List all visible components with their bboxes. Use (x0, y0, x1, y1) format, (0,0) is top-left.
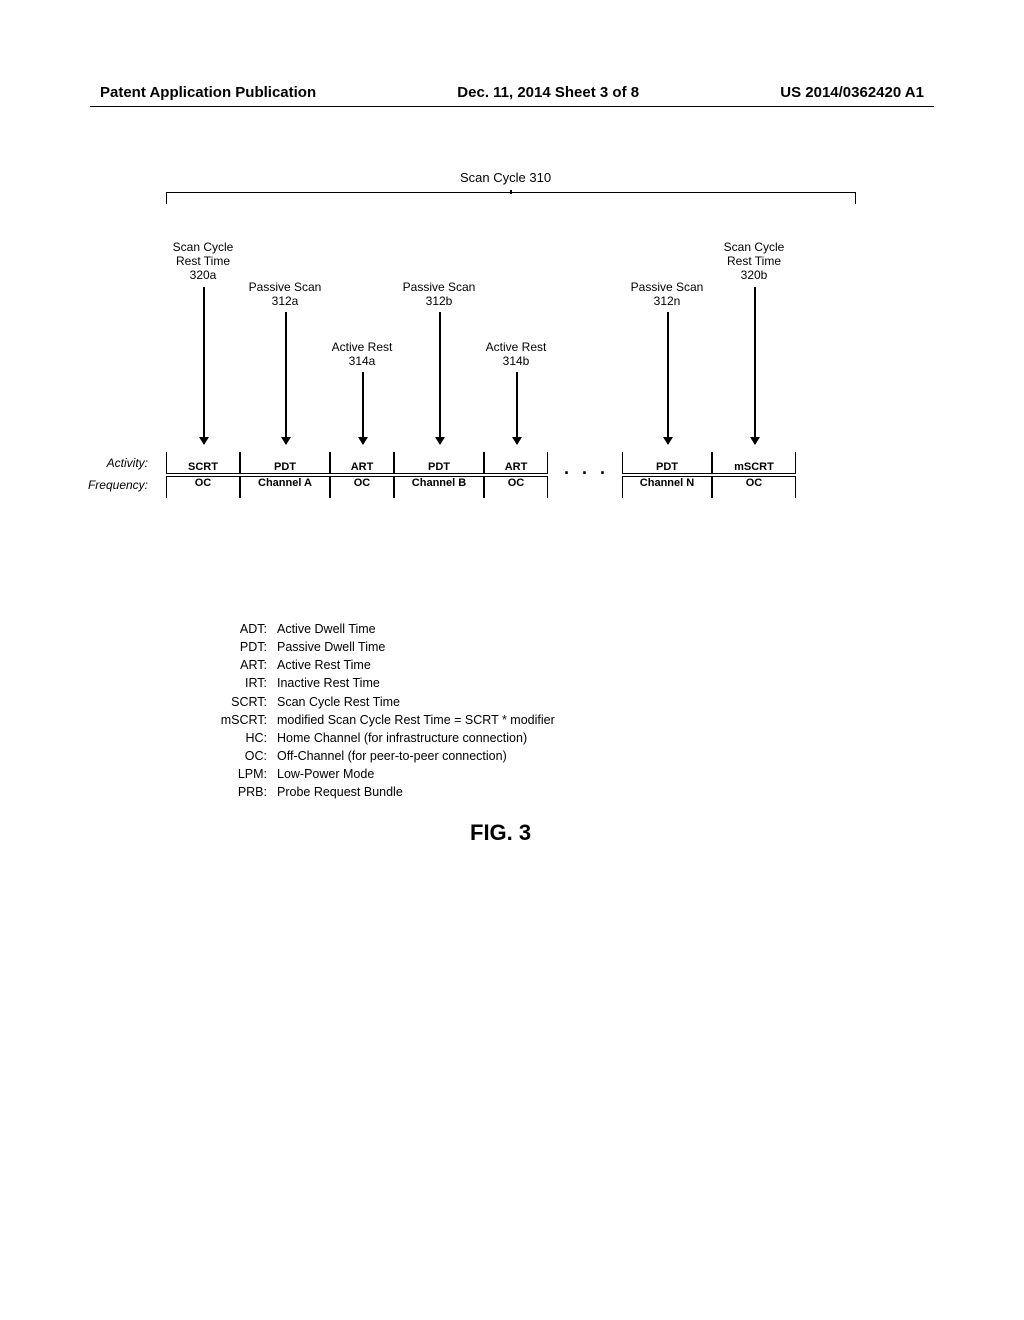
legend-key: HC: (205, 729, 267, 747)
legend-row: OC: Off-Channel (for peer-to-peer connect… (205, 747, 555, 765)
legend-value: modified Scan Cycle Rest Time = SCRT * m… (277, 711, 555, 729)
legend-key: PRB: (205, 783, 267, 801)
legend-value: Off-Channel (for peer-to-peer connection… (277, 747, 507, 765)
legend-key: IRT: (205, 674, 267, 692)
diagram-title: Scan Cycle 310 (460, 170, 551, 185)
activity-segment: PDT (622, 452, 712, 474)
activity-segment: PDT (240, 452, 330, 474)
segment-annotation: Active Rest314a (312, 340, 412, 368)
segment-annotation: Passive Scan312b (389, 280, 489, 308)
legend-value: Active Rest Time (277, 656, 371, 674)
activity-segment: ART (484, 452, 548, 474)
annotation-arrow (285, 312, 287, 444)
legend-row: PRB: Probe Request Bundle (205, 783, 555, 801)
frequency-segment: Channel A (240, 476, 330, 498)
legend: ADT: Active Dwell Time PDT: Passive Dwell T… (205, 620, 555, 801)
annotation-arrow (516, 372, 518, 444)
segment-annotation: Passive Scan312a (235, 280, 335, 308)
bracket-tick (510, 190, 512, 194)
figure-label: FIG. 3 (470, 820, 531, 846)
annotation-arrow (203, 287, 205, 444)
legend-row: SCRT: Scan Cycle Rest Time (205, 693, 555, 711)
activity-label: Activity: (68, 456, 148, 470)
legend-row: ART: Active Rest Time (205, 656, 555, 674)
activity-segment: SCRT (166, 452, 240, 474)
legend-value: Inactive Rest Time (277, 674, 380, 692)
legend-value: Low-Power Mode (277, 765, 374, 783)
scan-cycle-diagram: Scan Cycle 310 Activity: Frequency: SCRT… (120, 180, 920, 580)
frequency-label: Frequency: (68, 478, 148, 492)
legend-row: PDT: Passive Dwell Time (205, 638, 555, 656)
legend-row: IRT: Inactive Rest Time (205, 674, 555, 692)
legend-key: ADT: (205, 620, 267, 638)
frequency-segment: OC (712, 476, 796, 498)
frequency-segment: Channel N (622, 476, 712, 498)
annotation-arrow (754, 287, 756, 444)
legend-value: Scan Cycle Rest Time (277, 693, 400, 711)
header-left: Patent Application Publication (100, 84, 316, 101)
annotation-arrow (362, 372, 364, 444)
legend-value: Home Channel (for infrastructure connect… (277, 729, 527, 747)
frequency-segment: Channel B (394, 476, 484, 498)
legend-row: LPM: Low-Power Mode (205, 765, 555, 783)
segment-annotation: Passive Scan312n (617, 280, 717, 308)
ellipsis: . . . (564, 458, 609, 479)
legend-row: ADT: Active Dwell Time (205, 620, 555, 638)
legend-value: Probe Request Bundle (277, 783, 403, 801)
annotation-arrow (439, 312, 441, 444)
legend-value: Passive Dwell Time (277, 638, 385, 656)
segment-annotation: Scan CycleRest Time320a (153, 240, 253, 282)
header-center: Dec. 11, 2014 Sheet 3 of 8 (457, 84, 639, 101)
legend-key: PDT: (205, 638, 267, 656)
segment-annotation: Active Rest314b (466, 340, 566, 368)
header-rule (90, 106, 934, 107)
frequency-segment: OC (330, 476, 394, 498)
legend-key: ART: (205, 656, 267, 674)
activity-segment: PDT (394, 452, 484, 474)
frequency-segment: OC (484, 476, 548, 498)
axis-labels: Activity: Frequency: (68, 456, 148, 492)
legend-key: mSCRT: (205, 711, 267, 729)
annotation-arrow (667, 312, 669, 444)
segment-annotation: Scan CycleRest Time320b (704, 240, 804, 282)
header-right: US 2014/0362420 A1 (780, 84, 924, 101)
activity-segment: ART (330, 452, 394, 474)
legend-row: mSCRT: modified Scan Cycle Rest Time = SC… (205, 711, 555, 729)
legend-key: LPM: (205, 765, 267, 783)
legend-key: OC: (205, 747, 267, 765)
frequency-segment: OC (166, 476, 240, 498)
legend-key: SCRT: (205, 693, 267, 711)
activity-segment: mSCRT (712, 452, 796, 474)
legend-row: HC: Home Channel (for infrastructure conn… (205, 729, 555, 747)
legend-value: Active Dwell Time (277, 620, 376, 638)
